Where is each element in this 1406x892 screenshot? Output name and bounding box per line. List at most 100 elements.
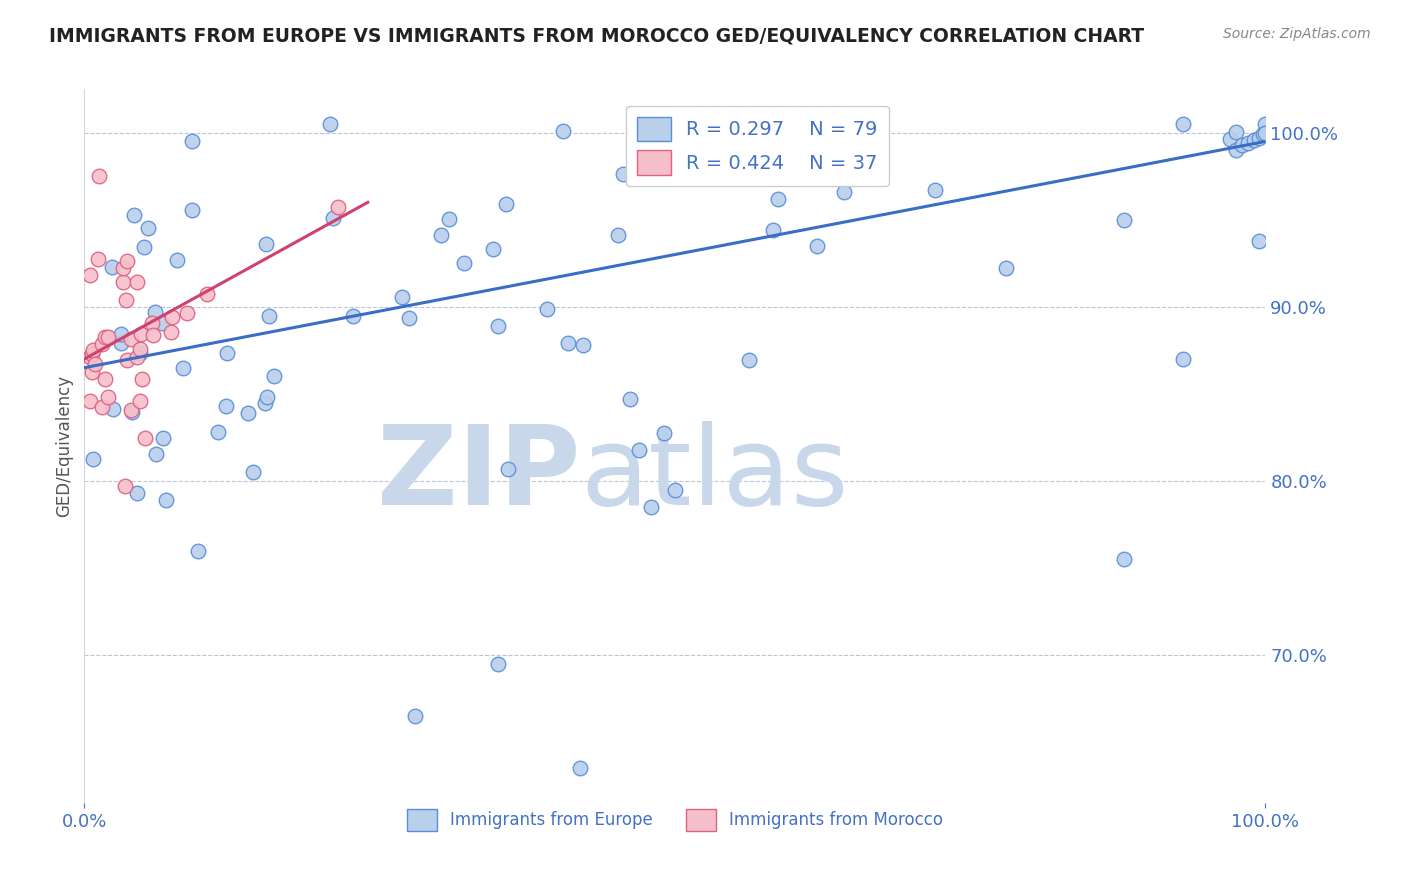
Point	[141, 316, 163, 330]
Point	[1249, 131, 1271, 145]
Point	[82, 452, 104, 467]
Point	[652, 426, 675, 441]
Point	[768, 192, 790, 206]
Point	[114, 479, 136, 493]
Point	[134, 431, 156, 445]
Point	[569, 761, 592, 775]
Point	[1243, 133, 1265, 147]
Point	[214, 399, 236, 413]
Point	[128, 345, 150, 359]
Point	[1254, 126, 1277, 140]
Point	[495, 197, 517, 211]
Point	[110, 336, 132, 351]
Point	[215, 346, 238, 360]
Point	[120, 332, 142, 346]
Point	[125, 276, 148, 290]
Point	[322, 211, 344, 225]
Point	[82, 343, 104, 357]
Point	[110, 326, 132, 341]
Point	[79, 394, 101, 409]
Point	[1171, 117, 1194, 131]
Point	[486, 318, 509, 333]
Point	[207, 425, 229, 439]
Point	[242, 465, 264, 479]
Point	[115, 293, 138, 307]
Point	[328, 200, 350, 214]
Point	[1171, 351, 1194, 366]
Point	[342, 309, 364, 323]
Text: Source: ZipAtlas.com: Source: ZipAtlas.com	[1223, 27, 1371, 41]
Point	[82, 347, 104, 361]
Point	[486, 657, 509, 671]
Point	[319, 117, 342, 131]
Point	[1225, 125, 1247, 139]
Point	[254, 236, 277, 251]
Point	[1236, 136, 1258, 150]
Point	[180, 202, 202, 217]
Point	[924, 182, 946, 196]
Point	[94, 330, 117, 344]
Point	[437, 212, 460, 227]
Point	[176, 306, 198, 320]
Point	[640, 500, 662, 514]
Point	[1251, 128, 1274, 142]
Point	[619, 392, 641, 406]
Point	[91, 401, 114, 415]
Point	[145, 447, 167, 461]
Point	[762, 223, 785, 237]
Text: atlas: atlas	[581, 421, 849, 528]
Point	[129, 327, 152, 342]
Point	[391, 290, 413, 304]
Point	[628, 443, 651, 458]
Point	[90, 336, 112, 351]
Point	[100, 260, 122, 274]
Point	[738, 352, 761, 367]
Point	[259, 309, 281, 323]
Point	[86, 252, 108, 266]
Point	[806, 239, 828, 253]
Point	[1112, 552, 1135, 566]
Point	[97, 391, 120, 405]
Point	[551, 124, 574, 138]
Point	[121, 405, 143, 419]
Point	[122, 208, 145, 222]
Point	[664, 483, 686, 497]
Point	[612, 168, 634, 182]
Point	[253, 396, 276, 410]
Point	[1249, 235, 1271, 249]
Text: ZIP: ZIP	[377, 421, 581, 528]
Point	[166, 252, 188, 267]
Point	[127, 485, 149, 500]
Point	[1219, 132, 1241, 146]
Point	[398, 311, 420, 326]
Point	[832, 185, 855, 199]
Text: IMMIGRANTS FROM EUROPE VS IMMIGRANTS FROM MOROCCO GED/EQUIVALENCY CORRELATION CH: IMMIGRANTS FROM EUROPE VS IMMIGRANTS FRO…	[49, 27, 1144, 45]
Y-axis label: GED/Equivalency: GED/Equivalency	[55, 375, 73, 517]
Point	[155, 493, 177, 508]
Point	[136, 220, 159, 235]
Point	[263, 368, 285, 383]
Point	[195, 287, 218, 301]
Point	[111, 261, 134, 276]
Point	[236, 406, 259, 420]
Point	[430, 228, 453, 243]
Point	[482, 242, 505, 256]
Point	[87, 169, 110, 184]
Point	[141, 328, 163, 343]
Point	[1225, 143, 1247, 157]
Point	[79, 268, 101, 282]
Point	[160, 310, 183, 324]
Point	[496, 462, 519, 476]
Point	[404, 708, 426, 723]
Point	[83, 357, 105, 371]
Point	[143, 305, 166, 319]
Point	[120, 402, 142, 417]
Point	[1112, 213, 1135, 227]
Point	[132, 240, 155, 254]
Point	[129, 394, 152, 409]
Point	[994, 260, 1017, 275]
Point	[160, 325, 183, 339]
Point	[536, 301, 558, 316]
Point	[129, 342, 152, 356]
Point	[256, 390, 278, 404]
